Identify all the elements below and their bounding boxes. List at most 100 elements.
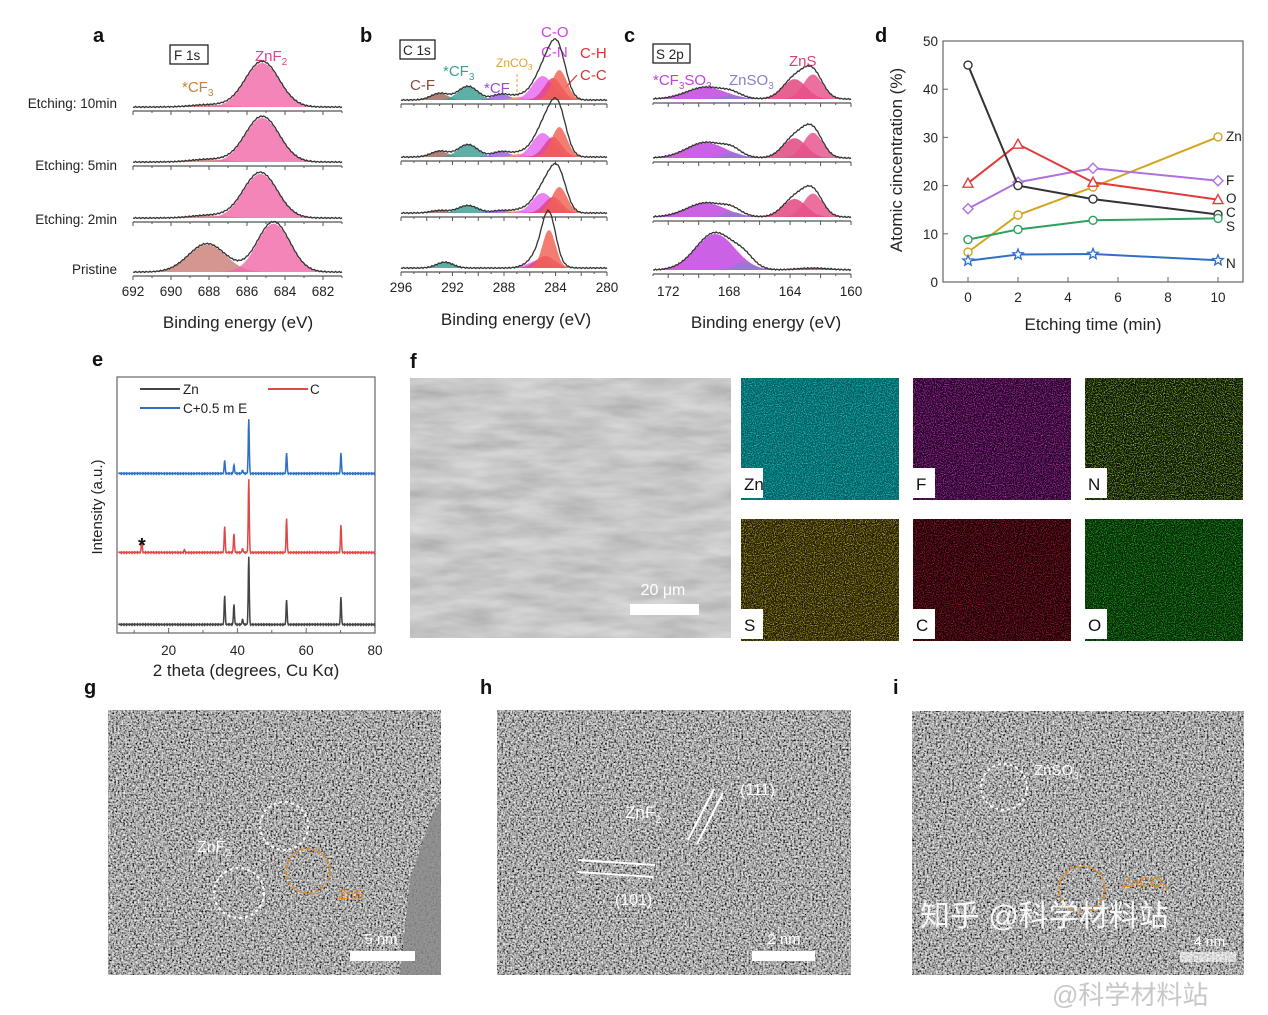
impurity-marker: * <box>138 535 146 557</box>
eds-map-c: C <box>913 519 1071 641</box>
peak-component <box>133 244 342 272</box>
eds-map-zn: Zn <box>741 378 899 500</box>
series-line-c <box>967 64 1219 216</box>
annotation-cf3: *CF3 <box>182 79 214 99</box>
plot-frame <box>942 40 1244 283</box>
data-point-o <box>1011 137 1025 149</box>
data-point-zn <box>1013 210 1023 220</box>
y-axis-title-d: Atomic cincentration (%) <box>887 68 906 252</box>
peak-component <box>133 159 342 162</box>
sem-image: 20 μm <box>410 378 731 638</box>
x-tick-label: 4 <box>1064 290 1072 305</box>
plane-111-label: (111) <box>740 782 775 799</box>
watermark-line-1: 知乎 @科学材料站 <box>920 900 1169 933</box>
y-tick-label: 20 <box>923 179 938 194</box>
envelope-line <box>652 122 852 160</box>
znso3-circle <box>980 763 1028 811</box>
peak-component <box>653 234 851 270</box>
annotation-znso3: ZnSO3 <box>729 72 774 92</box>
row-label-5min: Etching: 5min <box>35 158 117 173</box>
element-label-box <box>741 609 763 639</box>
panel-label-g: g <box>84 677 96 699</box>
map-color <box>913 378 1071 500</box>
series-line-o <box>967 142 1219 201</box>
peak-component <box>401 86 607 100</box>
scale-bar <box>630 604 699 615</box>
envelope-line <box>132 60 343 109</box>
scale-bar-g <box>350 951 415 961</box>
peak-component <box>401 262 607 268</box>
x-tick-label: 2 <box>1014 290 1022 305</box>
annotation-c-c: C-C <box>580 67 607 84</box>
data-point-o <box>1211 193 1225 205</box>
core-level-box-c <box>652 43 691 64</box>
peak-component <box>401 127 607 157</box>
element-label-box <box>913 468 935 498</box>
x-tick-label: 10 <box>1210 290 1225 305</box>
series-line-s <box>967 217 1219 241</box>
element-label: Zn <box>744 475 764 494</box>
watermark-line-2: @科学材料站 <box>1052 980 1208 1010</box>
eds-maps: Zn F N S C O <box>741 378 1243 641</box>
peak-component <box>401 145 607 157</box>
x-tick-label: 20 <box>161 643 176 658</box>
panel-label-d: d <box>875 25 887 47</box>
xps-c1s-spectra: 296 292 288 284 280 <box>390 38 618 295</box>
x-tick-label: 40 <box>230 643 245 658</box>
x-tick-label: 160 <box>840 284 863 299</box>
envelope-line <box>132 115 343 164</box>
series-line-n <box>967 253 1219 262</box>
element-label: C <box>916 616 928 635</box>
scale-bar-h <box>752 951 815 961</box>
scale-bar-label-h: 2 nm <box>767 931 800 948</box>
series-label-c: C <box>1226 205 1236 220</box>
x-axis-title-a: Binding energy (eV) <box>163 313 313 332</box>
scale-bar-i <box>1180 952 1236 962</box>
panel-label-h: h <box>480 677 492 699</box>
panel-label-a: a <box>93 25 105 47</box>
x-tick-label: 164 <box>779 284 802 299</box>
znco3-circle <box>1058 865 1106 913</box>
row-label-2min: Etching: 2min <box>35 212 117 227</box>
peak-component <box>401 94 607 100</box>
annotation-c-f: C-F <box>410 77 435 94</box>
envelope-line <box>132 220 343 274</box>
xps-s2p-spectra: 172 168 164 160 <box>652 64 863 299</box>
tem-image-h: ZnF2 (111) (101) 2 nm <box>497 710 851 975</box>
map-color <box>913 519 1071 641</box>
series-label-n: N <box>1226 256 1236 271</box>
peak-component <box>653 203 851 217</box>
x-axis-title-b: Binding energy (eV) <box>441 310 591 329</box>
x-tick-label: 0 <box>964 290 972 305</box>
envelope-line <box>400 209 608 270</box>
envelope-line <box>652 231 852 272</box>
element-label-box <box>741 468 763 498</box>
x-tick-label: 686 <box>236 284 259 299</box>
data-point-s <box>1013 224 1023 235</box>
data-point-c <box>1013 180 1023 191</box>
x-tick-label: 296 <box>390 280 413 295</box>
core-level-box-b <box>399 39 436 60</box>
series-label-f: F <box>1226 173 1234 188</box>
element-label: N <box>1088 475 1100 494</box>
scale-bar-label-g: 5 nm <box>364 931 397 948</box>
zns-label: ZnS <box>338 886 364 902</box>
envelope-line <box>400 162 608 215</box>
series-label-o: O <box>1226 191 1237 206</box>
peak-component <box>401 70 607 100</box>
tem-image-i: ZnSO3 ZnCO3 4 nm <box>912 711 1244 975</box>
xrd-pattern-1 <box>118 479 376 556</box>
data-point-c <box>963 60 973 70</box>
xrd-pattern-0 <box>118 556 376 628</box>
row-label-pristine: Pristine <box>72 262 117 277</box>
znf2-label: ZnF2 <box>197 839 231 859</box>
y-tick-label: 40 <box>923 82 938 97</box>
element-label: O <box>1088 616 1101 635</box>
legend-label: Zn <box>183 382 199 397</box>
x-tick-label: 292 <box>441 280 464 295</box>
znf2-circle-2 <box>213 867 265 919</box>
data-point-n <box>1086 246 1100 260</box>
series-line-f <box>967 167 1219 210</box>
x-tick-label: 168 <box>718 284 741 299</box>
